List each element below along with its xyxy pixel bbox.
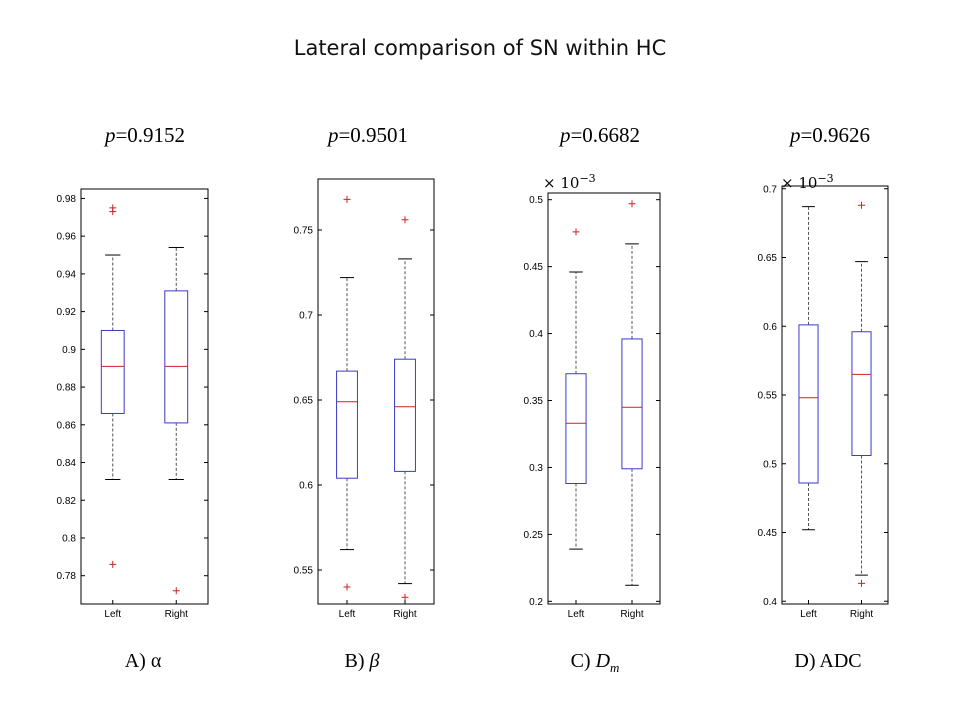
y-tick-label-b: 0.55 — [294, 566, 314, 577]
y-tick-label-d: 0.6 — [763, 322, 777, 333]
y-tick-label-d: 0.55 — [758, 391, 778, 402]
x-tick-label-a-right: Right — [165, 609, 189, 620]
outlier-c-left — [572, 228, 580, 236]
y-tick-label-b: 0.6 — [299, 481, 313, 492]
y-tick-label-c: 0.45 — [524, 262, 544, 273]
scale-factor-c: × 10−3 — [543, 172, 596, 192]
x-tick-label-d-right: Right — [850, 609, 874, 620]
y-tick-label-a: 0.98 — [57, 194, 77, 205]
p-number-a: =0.9152 — [115, 123, 186, 147]
y-tick-label-c: 0.3 — [529, 463, 543, 474]
y-tick-label-a: 0.82 — [57, 496, 77, 507]
caption-prefix-a: A) — [124, 650, 151, 672]
caption-a: A) α — [43, 650, 243, 673]
caption-var-b: β — [369, 650, 380, 672]
scale-exp-d: −3 — [817, 172, 834, 185]
caption-var-c: D — [595, 650, 611, 672]
caption-c: C) Dm — [495, 650, 695, 676]
outlier-b-left — [343, 583, 351, 591]
box-a-left — [100, 329, 125, 414]
y-tick-label-d: 0.45 — [758, 528, 778, 539]
x-tick-label-b-right: Right — [393, 609, 417, 620]
outlier-a-left — [109, 208, 117, 216]
outlier-a-right — [172, 587, 180, 595]
y-tick-label-c: 0.25 — [524, 530, 544, 541]
box-b-right — [394, 358, 416, 472]
y-tick-label-c: 0.35 — [524, 396, 544, 407]
y-tick-label-b: 0.65 — [294, 396, 314, 407]
y-tick-label-b: 0.75 — [294, 226, 314, 237]
scale-base-c: × 10 — [543, 174, 580, 192]
scale-factor-d: × 10−3 — [781, 172, 834, 192]
plot-frame-a — [80, 188, 209, 605]
y-tick-label-d: 0.4 — [763, 597, 777, 608]
caption-var-a: α — [150, 650, 162, 672]
box-a-right — [164, 290, 189, 424]
y-tick-label-a: 0.84 — [57, 458, 77, 469]
x-tick-label-c-left: Left — [568, 609, 585, 620]
outlier-c-right — [628, 200, 636, 208]
p-value-a: p=0.9152 — [45, 123, 245, 148]
outlier-b-right — [401, 216, 409, 224]
caption-prefix-b: B) — [344, 650, 370, 672]
caption-b: B) β — [262, 650, 462, 673]
outlier-a-left — [109, 560, 117, 568]
y-tick-label-c: 0.5 — [529, 195, 543, 206]
plot-frame-b — [317, 178, 435, 605]
caption-var-d: ADC — [819, 650, 862, 672]
p-value-d: p=0.9626 — [730, 123, 930, 148]
y-tick-label-d: 0.5 — [763, 459, 777, 470]
scale-base-d: × 10 — [781, 174, 818, 192]
p-number-b: =0.9501 — [338, 123, 409, 147]
caption-prefix-d: D) — [794, 650, 820, 672]
plot-frame-d — [781, 185, 889, 605]
x-tick-label-b-left: Left — [339, 609, 356, 620]
y-tick-label-b: 0.7 — [299, 311, 313, 322]
box-b-left — [336, 370, 358, 479]
outlier-b-left — [343, 195, 351, 203]
y-tick-label-a: 0.96 — [57, 232, 77, 243]
x-tick-label-c-right: Right — [620, 609, 644, 620]
y-tick-label-a: 0.86 — [57, 420, 77, 431]
p-symbol-d: p — [789, 123, 801, 147]
outlier-d-right — [858, 201, 865, 209]
caption-sub-c: m — [610, 660, 620, 675]
y-tick-label-d: 0.65 — [758, 253, 778, 264]
y-tick-label-a: 0.8 — [62, 533, 76, 544]
box-c-right — [621, 338, 643, 470]
p-value-b: p=0.9501 — [268, 123, 468, 148]
caption-d: D) ADC — [728, 650, 928, 673]
plot-frame-c — [547, 192, 661, 605]
y-tick-label-a: 0.88 — [57, 383, 77, 394]
p-value-c: p=0.6682 — [500, 123, 700, 148]
p-number-d: =0.9626 — [800, 123, 871, 147]
y-tick-label-a: 0.94 — [57, 269, 77, 280]
outlier-b-right — [401, 593, 409, 601]
x-tick-label-a-left: Left — [104, 609, 121, 620]
scale-exp-c: −3 — [579, 172, 596, 185]
y-tick-label-a: 0.78 — [57, 571, 77, 582]
y-tick-label-c: 0.2 — [529, 597, 543, 608]
p-number-c: =0.6682 — [570, 123, 641, 147]
y-tick-label-d: 0.7 — [763, 184, 777, 195]
y-tick-label-c: 0.4 — [529, 329, 543, 340]
box-d-right — [851, 331, 872, 456]
p-symbol-a: p — [104, 123, 116, 147]
p-symbol-b: p — [327, 123, 339, 147]
x-tick-label-d-left: Left — [800, 609, 817, 620]
box-d-left — [798, 324, 819, 484]
p-symbol-c: p — [559, 123, 571, 147]
box-c-left — [565, 373, 587, 485]
caption-prefix-c: C) — [570, 650, 596, 672]
y-tick-label-a: 0.92 — [57, 307, 77, 318]
figure-title: Lateral comparison of SN within HC — [293, 36, 667, 60]
y-tick-label-a: 0.9 — [62, 345, 76, 356]
outlier-d-right — [858, 579, 865, 587]
